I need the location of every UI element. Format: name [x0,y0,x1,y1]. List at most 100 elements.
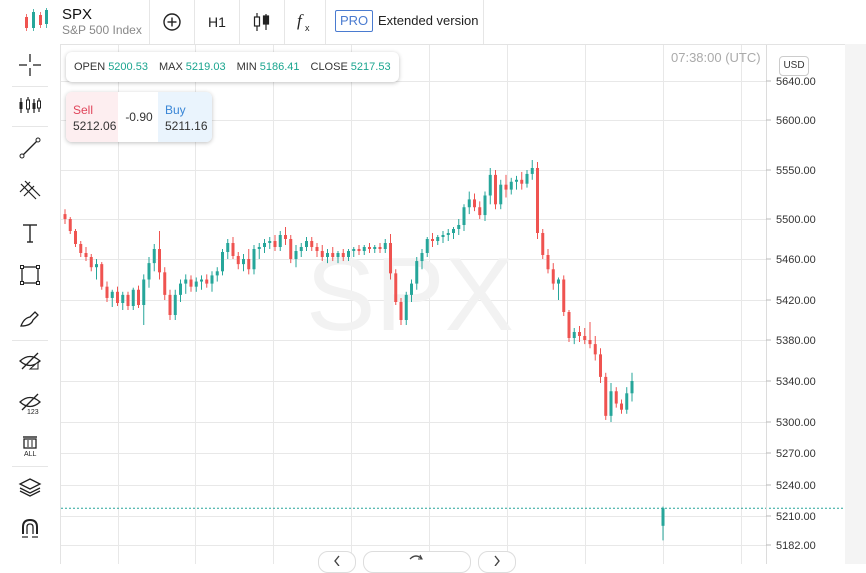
candle-body [578,332,581,336]
hide-drawings-tool[interactable] [0,340,60,382]
candle-body [184,279,188,284]
spread-value: -0.90 [125,110,153,124]
candle-body [273,241,277,247]
delete-all-icon: ALL [23,436,37,457]
candle-body [499,184,503,205]
trade-widget: Sell 5212.06 -0.90 Buy 5211.16 [66,92,212,142]
candle-body [604,376,608,416]
candle-body [194,281,198,287]
max-label: MAX [158,61,183,73]
fib-tool[interactable] [0,169,60,211]
close-value: 5217.53 [350,61,391,73]
candle-body [661,508,665,526]
candle-body [210,275,214,284]
candle-body [562,279,566,312]
candle-body [84,253,88,257]
candle-body [268,241,272,243]
candle-body [142,279,146,305]
candle-body [452,229,455,233]
candle-body [189,279,193,287]
candle-body [158,249,161,273]
symbol-ticker[interactable]: SPX [62,6,93,23]
open-value: 5200.53 [108,61,148,73]
candle-body [572,332,576,338]
price-tick-label: 5240.00 [776,480,816,492]
app-logo-icon [25,8,48,31]
indicators-button[interactable]: f x [285,0,325,44]
timeframe-button[interactable]: H1 [208,14,226,30]
candle-body [315,247,319,251]
pro-badge[interactable]: PRO [335,10,374,32]
candle-body [410,283,413,295]
candle-body [252,249,256,270]
rectangle-tool[interactable] [0,254,60,296]
candle-body [131,289,135,306]
candle-body [63,214,67,219]
price-tick-label: 5380.00 [776,335,816,347]
candle-body [567,312,571,338]
chart-type-button[interactable] [240,0,284,44]
symbol-watermark: SPX [306,237,514,353]
rectangle-icon [20,265,40,285]
candle-body [236,256,240,265]
magnet-tool[interactable] [0,508,60,550]
close-label: CLOSE [310,61,348,73]
svg-text:ALL: ALL [24,451,37,457]
crosshair-icon [19,54,41,76]
candle-body [625,393,629,410]
candle-body [137,289,140,305]
currency-button[interactable]: USD [779,56,809,76]
add-symbol-button[interactable] [150,0,194,44]
candle-body [347,251,350,257]
price-tick-label: 5182.00 [776,540,816,552]
text-tool[interactable] [0,212,60,254]
sell-button[interactable]: Sell 5212.06 [66,92,118,142]
candle-body [441,235,445,237]
candle-body [620,403,623,410]
extended-version-link[interactable]: Extended version [378,13,479,28]
candle-body [320,251,324,257]
candle-body [336,253,340,257]
price-axis: 5640.00 5600.00 5550.00 5500.00 5460.00 5420.… [766,76,816,552]
crosshair-tool[interactable] [0,44,60,86]
candle-body [399,302,403,320]
candles-icon [253,13,270,31]
candle-body [389,243,392,274]
candle-body [352,249,356,251]
brush-tool[interactable] [0,297,60,339]
candle-body [557,279,560,284]
candle-body [368,247,371,249]
scroll-right-button[interactable] [478,551,516,573]
layers-tool[interactable] [0,466,60,508]
candle-body [541,233,545,255]
price-axis-border [766,44,767,564]
candle-body [431,239,434,241]
candle-body [310,241,314,247]
candle-body [425,239,429,253]
candle-body [278,235,282,247]
svg-text:x: x [305,23,310,33]
delete-all-tool[interactable]: ALL [0,424,60,466]
brush-icon [20,311,39,327]
sell-label: Sell [73,103,94,117]
candle-body [289,239,293,259]
buy-price: 5211.16 [165,119,208,133]
scroll-left-button[interactable] [318,551,356,573]
candle-body [257,247,261,249]
indicators-tool[interactable] [0,84,60,126]
trend-line-tool[interactable] [0,127,60,169]
candle-body [420,253,424,262]
candle-body [599,354,602,377]
candle-body [284,235,287,239]
zoom-controls[interactable] [363,551,471,573]
price-tick-label: 5420.00 [776,295,816,307]
candle-body [247,259,251,270]
buy-button[interactable]: Buy 5211.16 [158,92,212,142]
candle-body [221,252,224,272]
candle-body [74,231,77,244]
candle-body [614,391,618,404]
hide-labels-tool[interactable]: 123 [0,382,60,424]
candle-body [357,249,361,251]
candle-body [373,247,377,249]
